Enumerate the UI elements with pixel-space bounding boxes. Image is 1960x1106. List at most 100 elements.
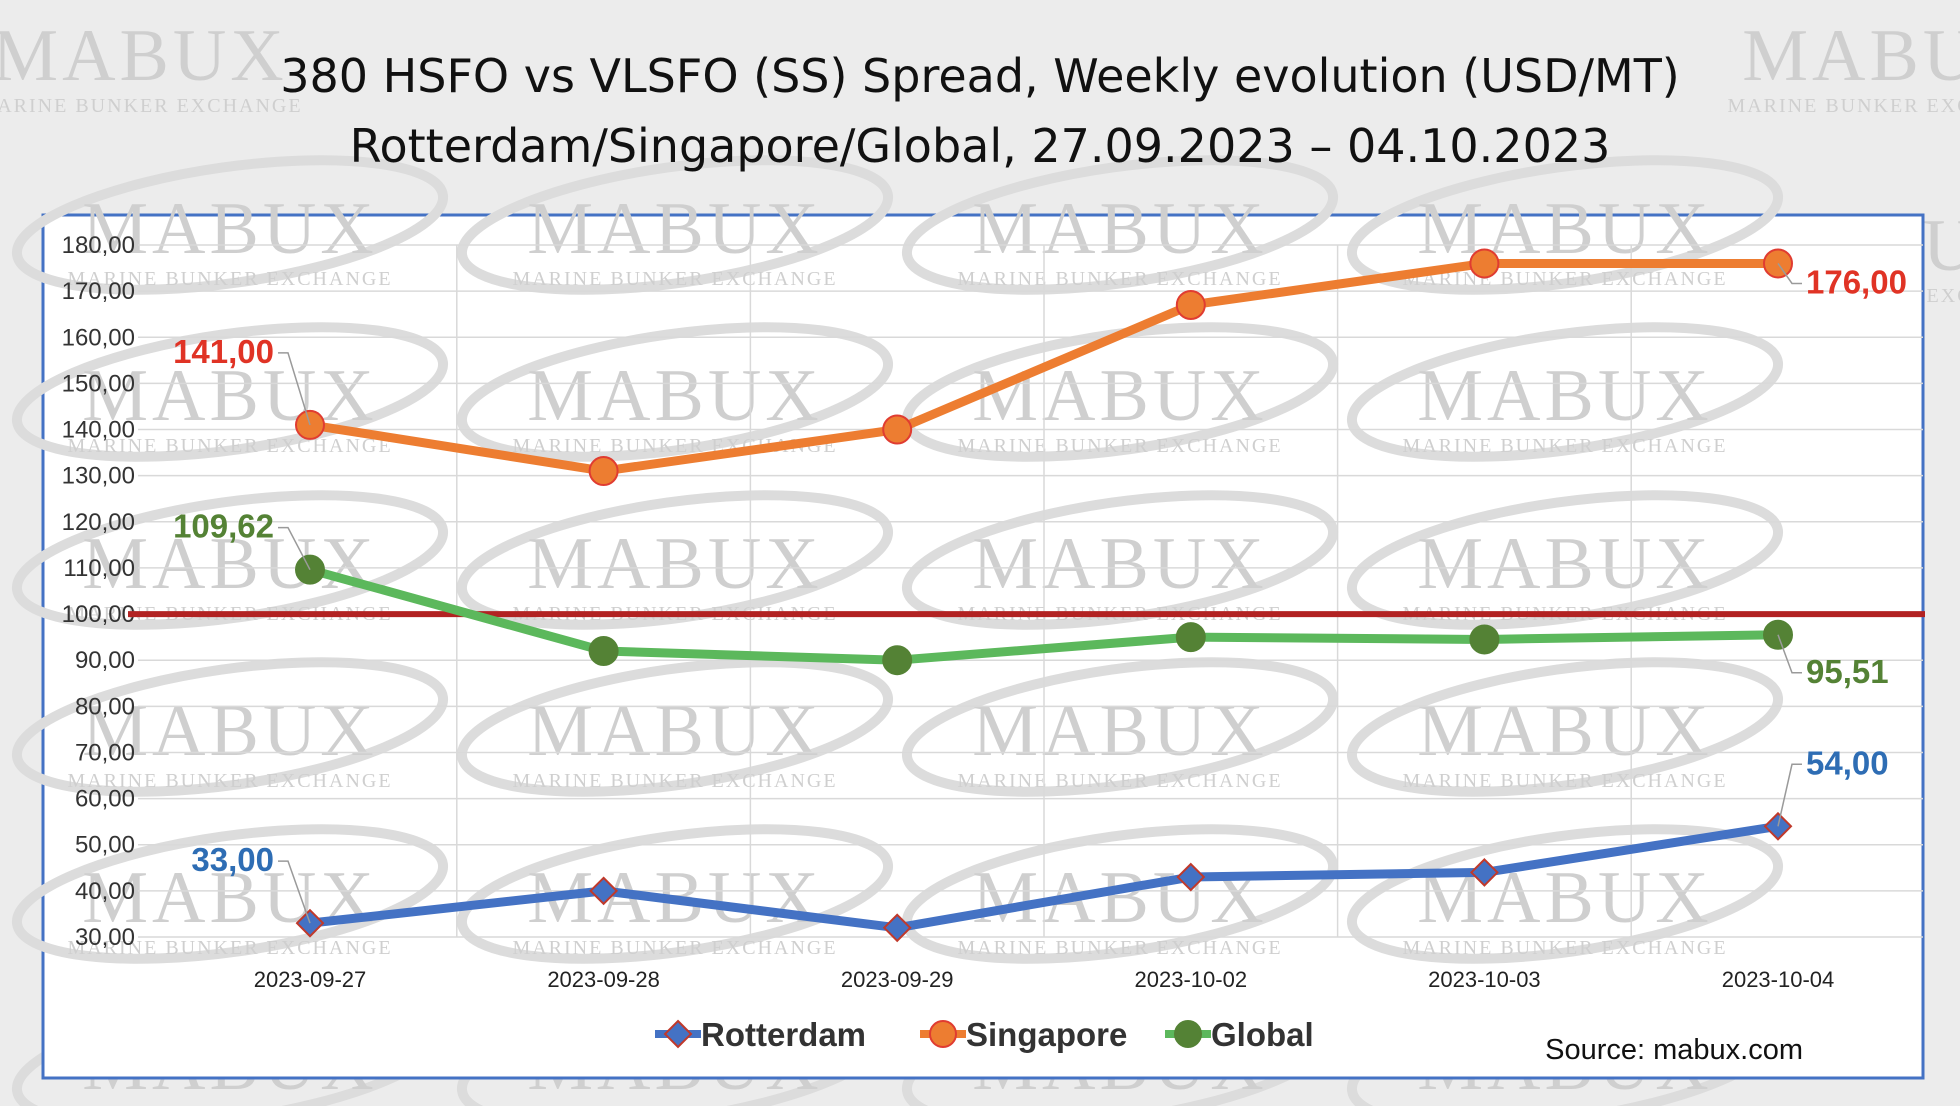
watermark-tagline: MARINE BUNKER EXCHANGE <box>0 95 303 117</box>
watermark-tagline: MARINE BUNKER EXCHANGE <box>957 1104 1282 1106</box>
series-line-rotterdam <box>305 821 1783 933</box>
leader-line <box>1777 634 1802 674</box>
watermark-swoosh <box>1346 490 1784 630</box>
watermark-swoosh <box>1346 155 1784 295</box>
leader-line <box>278 352 311 426</box>
watermark-swoosh <box>456 490 894 630</box>
watermark-brand: MABUX <box>972 857 1267 939</box>
watermark-tagline: MARINE BUNKER EXCHANGE <box>67 268 392 290</box>
watermark-tagline: MARINE BUNKER EXCHANGE <box>957 268 1282 290</box>
watermark-tagline: MARINE BUNKER EXCHANGE <box>957 435 1282 457</box>
y-tick-label: 70,00 <box>75 739 135 766</box>
watermark-swoosh <box>456 824 894 964</box>
watermark-brand: MABUX <box>972 523 1267 605</box>
legend: Rotterdam Singapore Global <box>655 1016 1314 1053</box>
x-tick-label: 2023-09-29 <box>841 967 954 992</box>
watermark-brand: MABUX <box>972 690 1267 772</box>
watermark-brand: MABUX <box>82 188 377 270</box>
y-tick-label: 60,00 <box>75 786 135 813</box>
watermark-tagline: MARINE BUNKER EXCHANGE <box>512 770 837 792</box>
watermark-swoosh <box>1346 657 1784 797</box>
y-tick-label: 180,00 <box>62 232 135 259</box>
point-singapore <box>1469 248 1500 279</box>
point-global <box>1469 624 1500 655</box>
watermark-tagline: MARINE BUNKER EXCHANGE <box>957 770 1282 792</box>
watermark-brand: MABUX <box>527 523 822 605</box>
point-singapore <box>588 456 619 487</box>
watermark-brand: MABUX <box>1417 355 1712 437</box>
x-tick-label: 2023-10-04 <box>1722 967 1835 992</box>
watermark-swoosh <box>456 657 894 797</box>
data-label-singapore: 176,00 <box>1806 263 1907 300</box>
point-rotterdam <box>589 876 619 906</box>
watermark-swoosh <box>901 490 1339 630</box>
data-label-rotterdam: 33,00 <box>191 841 274 878</box>
y-tick-label: 130,00 <box>62 463 135 490</box>
y-tick-label: 100,00 <box>62 601 135 628</box>
y-tick-label: 90,00 <box>75 647 135 674</box>
point-global <box>588 635 619 666</box>
point-rotterdam <box>1469 857 1499 887</box>
legend-item-singapore: Singapore <box>920 1016 1127 1053</box>
data-labels-layer: 33,00 54,00 141,00 176,00 109,62 95,51 <box>173 263 1907 924</box>
watermark-brand: MABUX <box>972 188 1267 270</box>
legend-label: Rotterdam <box>701 1016 866 1053</box>
data-label-singapore: 141,00 <box>173 333 274 370</box>
leader-line <box>1777 263 1802 285</box>
watermark-brand: MABUX <box>82 690 377 772</box>
watermark-brand: MABUX <box>527 690 822 772</box>
y-axis-ticks: 30,00 40,00 50,00 60,00 70,00 80,00 90,00 100,0… <box>62 232 135 951</box>
watermark-tagline: MARINE BUNKER EXCHANGE <box>67 937 392 959</box>
legend-swatch-marker <box>663 1019 693 1049</box>
watermark-brand: MABUX <box>0 15 288 97</box>
legend-label: Global <box>1211 1016 1314 1053</box>
series-rotterdam <box>295 811 1793 943</box>
watermark-swoosh <box>1346 824 1784 964</box>
watermark-swoosh <box>11 322 449 462</box>
legend-swatch-marker <box>929 1020 957 1048</box>
watermark-tagline: MARINE BUNKER EXCHANGE <box>512 937 837 959</box>
point-singapore <box>1175 289 1206 320</box>
watermark-brand: MABUX <box>1742 15 1960 97</box>
x-tick-label: 2023-09-27 <box>254 967 367 992</box>
watermark-swoosh <box>901 155 1339 295</box>
point-global <box>882 645 913 676</box>
watermark-brand: MABUX <box>527 355 822 437</box>
watermark-brand: MABUX <box>527 188 822 270</box>
plot-frame <box>41 213 1925 1080</box>
x-axis-ticks: 2023-09-27 2023-09-28 2023-09-29 2023-10-02… <box>254 967 1835 992</box>
y-tick-label: 160,00 <box>62 324 135 351</box>
watermark-brand: MABUX <box>1417 690 1712 772</box>
watermark-brand: MABUX <box>82 523 377 605</box>
watermark-tagline: MARINE BUNKER EXCHANGE <box>957 937 1282 959</box>
data-label-global: 95,51 <box>1806 653 1889 690</box>
y-tick-label: 30,00 <box>75 924 135 951</box>
data-label-rotterdam: 54,00 <box>1806 744 1889 781</box>
x-tick-label: 2023-10-03 <box>1428 967 1541 992</box>
watermark-tagline: MARINE BUNKER EXCHANGE <box>67 770 392 792</box>
point-global <box>1175 622 1206 653</box>
y-tick-label: 40,00 <box>75 878 135 905</box>
point-rotterdam <box>1176 862 1206 892</box>
watermark-swoosh <box>1346 322 1784 462</box>
leader-line <box>1777 763 1802 827</box>
watermark-swoosh <box>11 490 449 630</box>
leader-line <box>278 526 311 571</box>
watermark-tagline: MARINE BUNKER EXCHANGE <box>512 1104 837 1106</box>
watermark-brand: MABUX <box>1417 188 1712 270</box>
watermark-swoosh <box>11 155 449 295</box>
source-note: Source: mabux.com <box>1545 1034 1803 1066</box>
watermark-tagline: MARINE BUNKER EXCHANGE <box>1402 937 1727 959</box>
series-line-singapore <box>305 258 1783 476</box>
y-tick-label: 80,00 <box>75 693 135 720</box>
series-line-global <box>305 565 1783 665</box>
watermark-swoosh <box>11 657 449 797</box>
